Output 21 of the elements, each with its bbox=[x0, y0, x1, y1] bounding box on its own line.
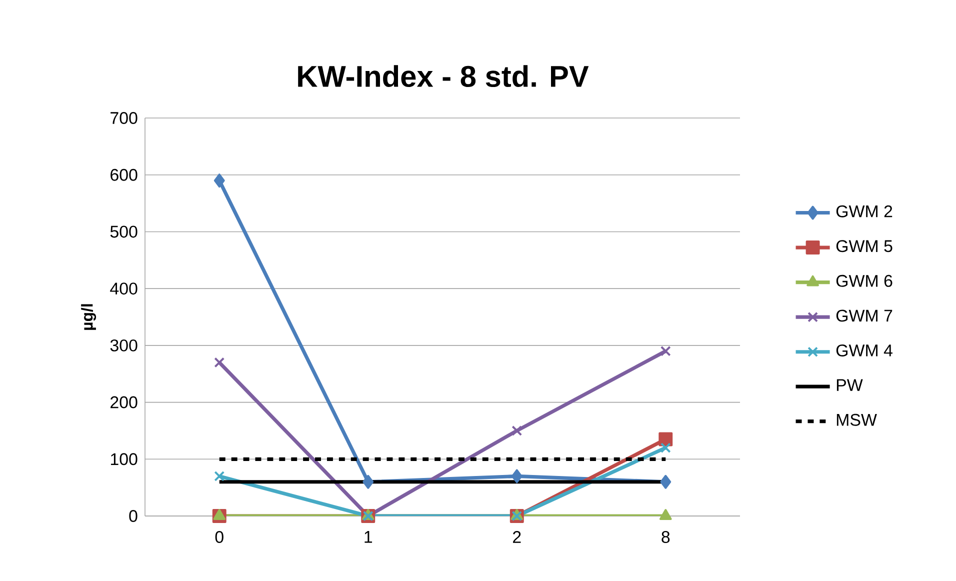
x-tick-label: 1 bbox=[364, 531, 372, 543]
y-tick-label: 700 bbox=[110, 112, 138, 124]
chart-title: KW-Index - 8 std. PV bbox=[298, 65, 589, 88]
legend-label: MSW bbox=[836, 414, 877, 426]
x-tick-label: 2 bbox=[513, 531, 521, 543]
y-tick-label: 100 bbox=[110, 453, 138, 466]
y-tick-label: 200 bbox=[110, 396, 138, 408]
x-tick-label: 0 bbox=[215, 531, 224, 544]
y-tick-label: 500 bbox=[110, 226, 138, 238]
legend-label: GWM 4 bbox=[836, 344, 892, 356]
legend-label: GWM 7 bbox=[836, 310, 892, 322]
legend-label: GWM 2 bbox=[836, 205, 892, 218]
y-tick-label: 600 bbox=[110, 168, 138, 181]
y-tick-label: 400 bbox=[110, 282, 138, 295]
y-axis-title: µg/l bbox=[81, 304, 96, 330]
legend-label: GWM 5 bbox=[836, 240, 892, 252]
x-tick-label: 8 bbox=[662, 531, 670, 544]
legend-label: PW bbox=[836, 379, 863, 391]
legend-label: GWM 6 bbox=[836, 274, 892, 287]
y-tick-label: 300 bbox=[110, 339, 138, 352]
y-tick-label: 0 bbox=[129, 510, 138, 522]
